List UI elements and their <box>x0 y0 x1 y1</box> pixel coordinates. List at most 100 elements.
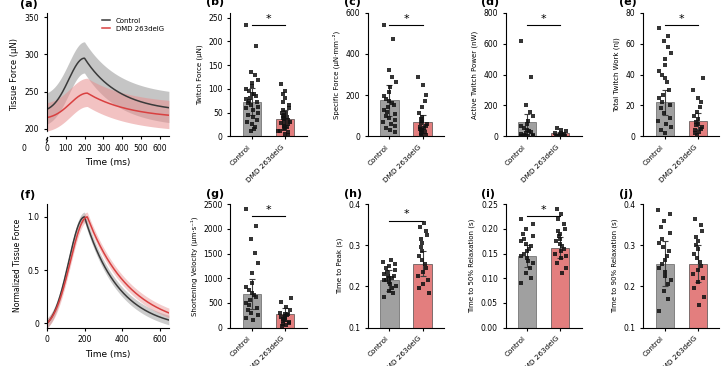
Point <box>550 133 562 139</box>
Point <box>285 307 296 313</box>
Point <box>280 311 291 317</box>
Text: (d): (d) <box>482 0 500 7</box>
Point <box>385 121 397 127</box>
Point <box>246 280 257 286</box>
Point <box>659 56 671 62</box>
Point <box>241 86 252 92</box>
Point <box>520 131 531 137</box>
Point <box>415 236 427 242</box>
Point <box>381 109 393 115</box>
Y-axis label: Specific Force (μN·mm⁻²): Specific Force (μN·mm⁻²) <box>333 30 340 119</box>
Point <box>277 107 288 113</box>
Point <box>385 127 396 133</box>
Point <box>417 82 429 88</box>
Point <box>390 261 401 267</box>
Point <box>653 208 664 213</box>
Point <box>384 279 395 285</box>
Point <box>518 236 530 242</box>
Point <box>555 248 566 254</box>
Point <box>416 114 428 120</box>
Point <box>252 104 263 110</box>
Point <box>383 115 395 121</box>
Point <box>280 304 291 310</box>
Point <box>693 279 704 285</box>
Point <box>515 238 527 244</box>
Point <box>243 287 254 293</box>
Point <box>278 112 290 118</box>
Point <box>653 95 664 101</box>
Point <box>285 295 296 301</box>
Text: *: * <box>403 209 409 219</box>
Bar <box>276 119 294 136</box>
Point <box>419 128 430 134</box>
Point <box>279 314 291 320</box>
Point <box>388 36 399 41</box>
Point <box>665 277 677 283</box>
Point <box>277 321 288 327</box>
Point <box>279 95 291 101</box>
Point <box>698 294 709 300</box>
Y-axis label: Normalized Tissue Force: Normalized Tissue Force <box>13 219 22 313</box>
Point <box>242 307 254 313</box>
Text: (j): (j) <box>619 189 633 199</box>
Point <box>380 125 392 131</box>
Point <box>240 300 252 306</box>
Point <box>244 95 256 101</box>
Point <box>249 292 260 298</box>
Point <box>691 132 703 138</box>
Point <box>524 265 536 271</box>
Point <box>417 269 429 275</box>
Point <box>281 313 293 318</box>
Point <box>692 109 703 115</box>
Text: (e): (e) <box>619 0 636 7</box>
Point <box>283 320 295 325</box>
Point <box>664 102 676 108</box>
Text: (b): (b) <box>206 0 224 7</box>
Point <box>283 102 295 108</box>
Point <box>551 125 562 131</box>
Point <box>658 38 669 44</box>
Point <box>690 119 702 125</box>
Point <box>278 318 289 324</box>
Point <box>659 218 670 224</box>
Point <box>280 125 291 131</box>
Point <box>278 123 290 129</box>
Point <box>241 119 253 125</box>
Point <box>521 133 532 139</box>
Point <box>252 99 263 105</box>
Point <box>377 119 389 125</box>
Point <box>414 124 426 130</box>
Point <box>378 22 390 28</box>
Point <box>654 265 665 271</box>
Point <box>281 124 293 130</box>
Point <box>521 255 533 261</box>
Point <box>279 88 291 94</box>
Point <box>247 317 259 323</box>
Point <box>377 259 389 265</box>
Point <box>696 100 707 105</box>
Point <box>698 275 709 281</box>
Point <box>278 118 290 124</box>
Point <box>246 91 257 97</box>
Point <box>664 212 676 217</box>
Point <box>243 88 254 94</box>
Point <box>662 281 673 287</box>
Point <box>413 110 424 116</box>
Point <box>384 98 395 104</box>
Point <box>558 221 570 227</box>
Point <box>553 133 565 139</box>
Point <box>415 244 427 250</box>
Point <box>283 311 294 317</box>
Point <box>422 232 433 238</box>
Point <box>275 81 287 87</box>
Point <box>383 288 395 294</box>
Point <box>390 79 401 85</box>
Point <box>521 270 532 276</box>
Point <box>278 115 289 121</box>
Point <box>656 236 668 242</box>
Point <box>390 117 401 123</box>
Point <box>550 238 562 244</box>
Point <box>693 267 704 273</box>
Point <box>387 285 398 291</box>
Point <box>689 130 701 136</box>
